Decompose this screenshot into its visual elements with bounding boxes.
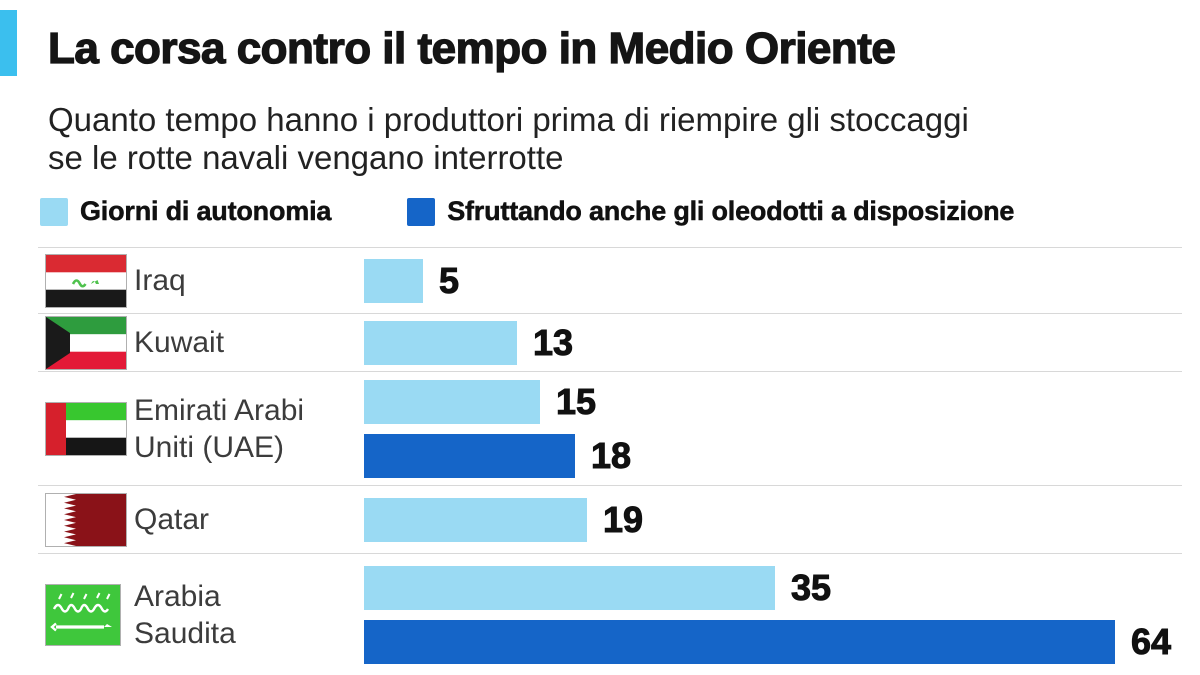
chart-row-qatar: Qatar 19 — [38, 485, 1182, 553]
chart-rows: Iraq 5 Kuwait 13 Emirati Arabi Uniti (UAE) 1… — [0, 247, 1200, 675]
saudi-flag-icon — [45, 583, 121, 646]
legend: Giorni di autonomia Sfruttando anche gli… — [40, 196, 1015, 227]
country-label: Arabia Saudita — [134, 578, 364, 652]
autonomia-bar — [364, 258, 423, 303]
legend-item-autonomia: Giorni di autonomia — [40, 196, 332, 227]
flag-cell — [38, 315, 134, 370]
autonomia-bar-line: 15 — [364, 379, 1182, 424]
uae-flag-icon — [45, 401, 127, 456]
country-label: Kuwait — [134, 324, 364, 361]
accent-bar — [0, 10, 17, 76]
autonomia-bar — [364, 497, 587, 542]
autonomia-bar-line: 19 — [364, 497, 1182, 542]
chart-row-iraq: Iraq 5 — [38, 247, 1182, 313]
bar-value: 15 — [555, 380, 597, 422]
autonomia-bar — [364, 379, 540, 424]
autonomia-bar-line: 13 — [364, 320, 1182, 365]
autonomia-bar — [364, 565, 775, 610]
qatar-flag-icon — [45, 492, 127, 547]
country-label-line: Emirati Arabi — [134, 393, 305, 427]
country-label: Emirati Arabi Uniti (UAE) — [134, 392, 364, 466]
flag-cell — [38, 253, 134, 308]
oleodotti-bar — [364, 433, 575, 478]
subtitle-line-1: Quanto tempo hanno i produttori prima di… — [48, 101, 969, 138]
chart-row-uae: Emirati Arabi Uniti (UAE) 15 18 — [38, 371, 1182, 485]
light-blue-swatch-icon — [40, 197, 68, 226]
bar-value: 5 — [438, 259, 460, 301]
bars-cell: 19 — [364, 497, 1182, 542]
subtitle-line-2: se le rotte navali vengano interrotte — [48, 139, 564, 176]
autonomia-bar — [364, 320, 517, 365]
country-label: Qatar — [134, 501, 364, 538]
bar-value: 64 — [1130, 620, 1172, 662]
country-label-line: Iraq — [134, 264, 186, 297]
bars-cell: 35 64 — [364, 565, 1182, 664]
bars-cell: 15 18 — [364, 379, 1182, 478]
bars-cell: 5 — [364, 258, 1182, 303]
bar-value: 18 — [590, 434, 632, 476]
country-label-line: Qatar — [134, 503, 210, 536]
iraq-flag-icon — [45, 253, 127, 308]
country-label: Iraq — [134, 262, 364, 299]
oleodotti-bar — [364, 619, 1115, 664]
bar-value: 35 — [790, 566, 832, 608]
chart-row-saudi: Arabia Saudita 35 64 — [38, 553, 1182, 675]
bars-cell: 13 — [364, 320, 1182, 365]
autonomia-bar-line: 5 — [364, 258, 1182, 303]
country-label-line: Uniti (UAE) — [134, 430, 285, 464]
kuwait-flag-icon — [45, 315, 127, 370]
oleodotti-bar-line: 18 — [364, 433, 1182, 478]
chart-row-kuwait: Kuwait 13 — [38, 313, 1182, 371]
flag-cell — [38, 583, 134, 646]
flag-cell — [38, 492, 134, 547]
country-label-line: Kuwait — [134, 326, 225, 359]
legend-item-oleodotti: Sfruttando anche gli oleodotti a disposi… — [407, 196, 1015, 227]
bar-value: 19 — [602, 498, 644, 540]
legend-label: Giorni di autonomia — [80, 196, 332, 227]
page-title: La corsa contro il tempo in Medio Orient… — [47, 23, 896, 73]
page-subtitle: Quanto tempo hanno i produttori prima di… — [48, 101, 1188, 177]
dark-blue-swatch-icon — [407, 197, 436, 226]
oleodotti-bar-line: 64 — [364, 619, 1182, 664]
bar-value: 13 — [532, 321, 574, 363]
flag-cell — [38, 401, 134, 456]
legend-label: Sfruttando anche gli oleodotti a disposi… — [447, 196, 1015, 227]
country-label-line: Arabia — [134, 579, 221, 613]
autonomia-bar-line: 35 — [364, 565, 1182, 610]
country-label-line: Saudita — [134, 616, 236, 650]
